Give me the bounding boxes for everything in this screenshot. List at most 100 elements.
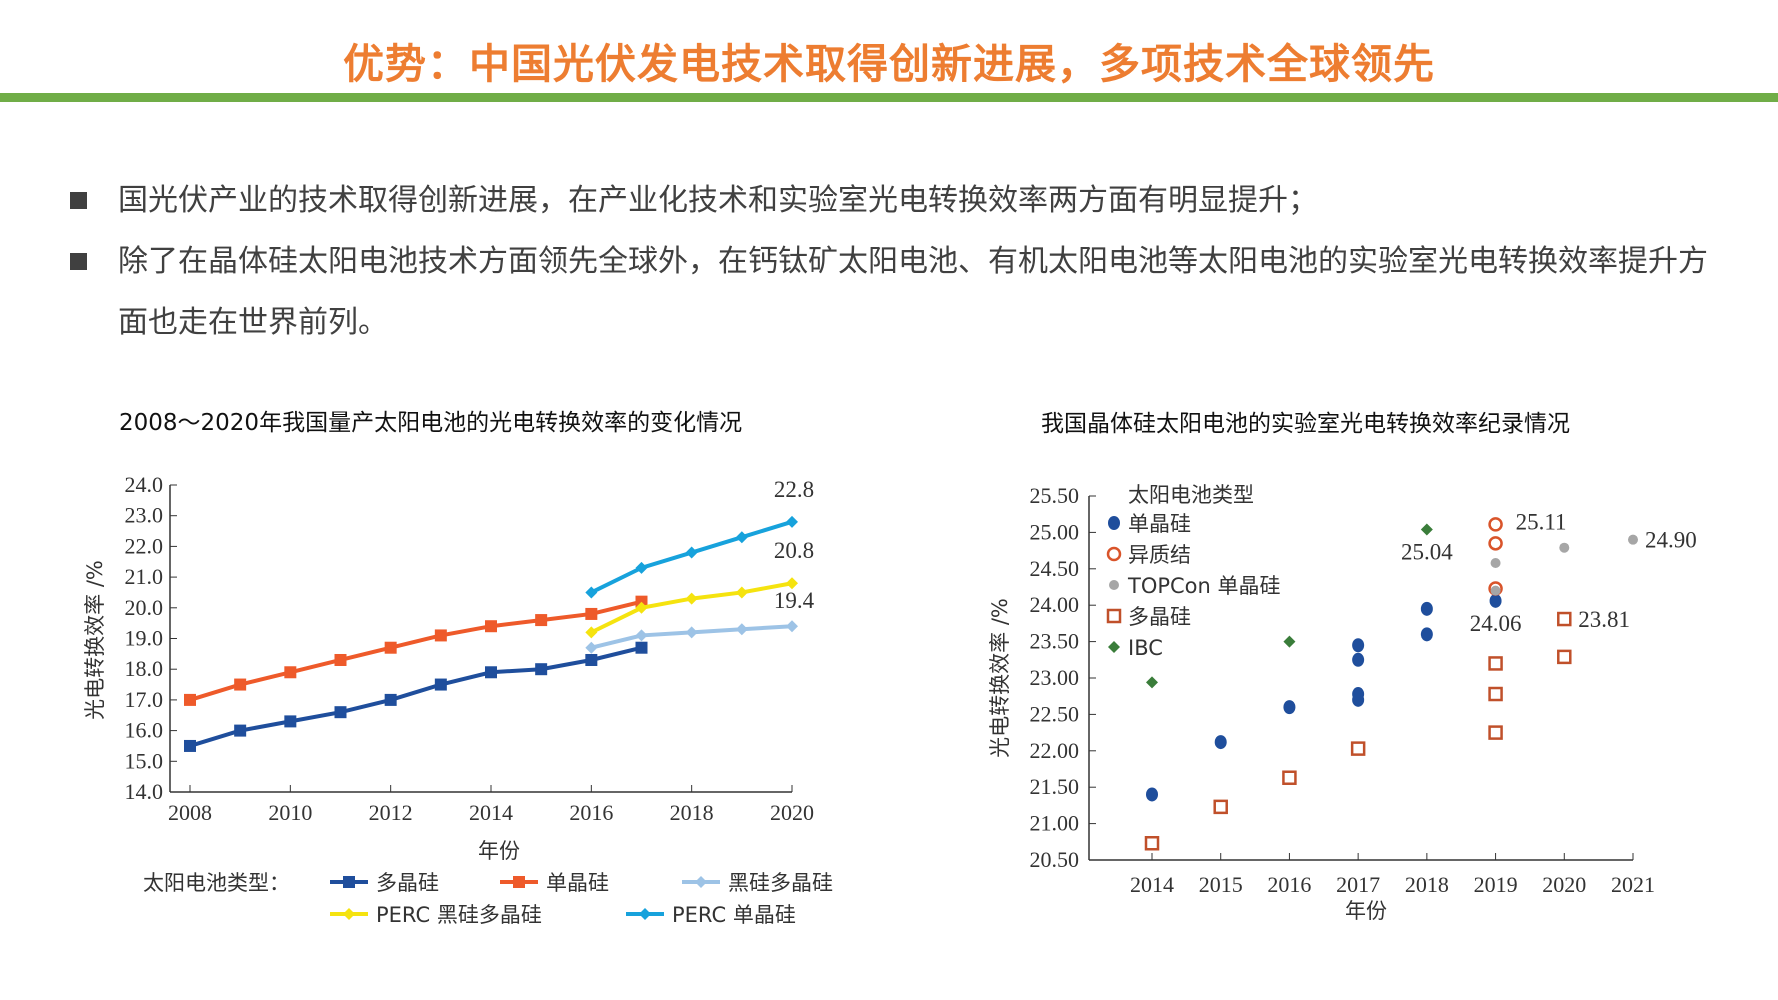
- data-point: [1352, 652, 1365, 667]
- data-point: [1557, 649, 1572, 665]
- legend-label: 黑硅多晶硅: [728, 871, 833, 895]
- data-point: [535, 614, 548, 627]
- data-point: [1146, 787, 1158, 802]
- y-tick-label: 20.0: [125, 595, 164, 620]
- legend-marker: [1106, 608, 1122, 624]
- data-point: [1283, 635, 1296, 648]
- line-chart: 2008～2020年我国量产太阳电池的光电转换效率的变化情况 光电转换效率 /%…: [83, 410, 833, 927]
- y-tick-label: 23.00: [1030, 665, 1080, 690]
- y-tick-label: 25.50: [1030, 483, 1080, 508]
- legend-title: 太阳电池类型: [1128, 483, 1254, 507]
- data-point: [1420, 523, 1433, 536]
- data-point: [1420, 627, 1433, 642]
- legend-marker: [513, 876, 525, 888]
- bullet-square-icon: [70, 253, 87, 270]
- bullet-list: 国光伏产业的技术取得创新进展，在产业化技术和实验室光电转换效率两方面有明显提升；…: [70, 170, 1720, 353]
- legend-marker: [1108, 516, 1120, 530]
- data-label: 24.90: [1645, 528, 1697, 553]
- data-point: [786, 620, 798, 633]
- bullet-item: 除了在晶体硅太阳电池技术方面领先全球外，在钙钛矿太阳电池、有机太阳电池等太阳电池…: [70, 231, 1720, 353]
- data-point: [1488, 725, 1503, 740]
- legend-label: 异质结: [1128, 543, 1191, 567]
- data-point: [735, 531, 748, 544]
- y-tick-label: 22.50: [1030, 701, 1080, 726]
- x-tick-label: 2020: [1542, 872, 1586, 897]
- x-tick-label: 2019: [1474, 872, 1518, 897]
- legend-marker: [1108, 641, 1120, 653]
- legend-label: TOPCon 单晶硅: [1127, 574, 1281, 598]
- title-divider: [0, 93, 1778, 102]
- y-tick-label: 16.0: [125, 718, 164, 743]
- data-point: [1628, 534, 1638, 545]
- data-point: [1144, 836, 1160, 851]
- x-tick-label: 2014: [469, 800, 513, 825]
- data-point: [1488, 656, 1503, 671]
- data-point: [735, 623, 748, 636]
- legend-marker: [343, 876, 355, 888]
- x-tick-label: 2016: [569, 800, 613, 825]
- data-point: [685, 592, 698, 605]
- x-tick-label: 2015: [1199, 872, 1243, 897]
- data-point: [485, 620, 497, 633]
- legend-label: IBC: [1128, 636, 1163, 660]
- data-point: [334, 706, 347, 719]
- bullet-text: 国光伏产业的技术取得创新进展，在产业化技术和实验室光电转换效率两方面有明显提升；: [118, 183, 1318, 218]
- data-point: [585, 653, 598, 666]
- legend-label: 单晶硅: [546, 871, 609, 895]
- data-point: [635, 629, 648, 642]
- legend-label: 单晶硅: [1128, 512, 1191, 536]
- y-axis-label: 光电转换效率 /%: [988, 598, 1012, 758]
- chart-title: 2008～2020年我国量产太阳电池的光电转换效率的变化情况: [119, 410, 742, 436]
- scatter-chart: 我国晶体硅太阳电池的实验室光电转换效率纪录情况 光电转换效率 /% 年份 太阳电…: [988, 411, 1697, 923]
- data-point: [685, 546, 698, 559]
- data-point: [735, 586, 748, 599]
- data-point: [1214, 735, 1227, 750]
- x-tick-label: 2012: [369, 800, 413, 825]
- x-tick-label: 2021: [1611, 872, 1655, 897]
- data-point: [1282, 770, 1297, 785]
- data-point: [1283, 700, 1296, 715]
- data-label: 25.11: [1516, 509, 1567, 534]
- legend-label: PERC 黑硅多晶硅: [376, 903, 542, 927]
- data-point: [1557, 611, 1572, 627]
- bullet-item: 国光伏产业的技术取得创新进展，在产业化技术和实验室光电转换效率两方面有明显提升；: [70, 170, 1720, 231]
- data-point: [1488, 536, 1503, 551]
- data-point: [585, 586, 598, 599]
- y-tick-label: 25.00: [1030, 519, 1080, 544]
- legend-marker: [695, 876, 707, 888]
- y-tick-label: 24.0: [125, 472, 164, 497]
- data-point: [284, 715, 297, 728]
- legend-label: 多晶硅: [376, 871, 439, 895]
- bullet-text: 除了在晶体硅太阳电池技术方面领先全球外，在钙钛矿太阳电池、有机太阳电池等太阳电池…: [118, 244, 1708, 340]
- data-point: [1213, 799, 1228, 815]
- data-point: [1490, 557, 1501, 568]
- data-point: [434, 629, 447, 642]
- y-tick-label: 17.0: [125, 687, 164, 712]
- legend-marker: [343, 908, 355, 920]
- y-tick-label: 19.0: [125, 626, 164, 651]
- data-label: 20.8: [774, 538, 814, 563]
- x-axis-label: 年份: [478, 839, 520, 863]
- y-tick-label: 21.50: [1030, 774, 1080, 799]
- data-point: [384, 693, 397, 706]
- data-point: [384, 641, 397, 654]
- data-point: [1352, 638, 1365, 653]
- data-point: [1559, 542, 1570, 553]
- y-tick-label: 23.50: [1030, 629, 1080, 654]
- y-tick-label: 23.0: [125, 503, 164, 528]
- data-point: [1350, 741, 1366, 756]
- data-label: 23.81: [1578, 607, 1630, 632]
- y-tick-label: 24.00: [1030, 592, 1080, 617]
- y-tick-label: 21.0: [125, 564, 164, 589]
- x-tick-label: 2017: [1336, 872, 1380, 897]
- data-label: 24.06: [1470, 611, 1522, 636]
- data-point: [585, 641, 598, 654]
- data-point: [1488, 517, 1503, 532]
- data-point: [786, 515, 798, 528]
- legend-marker: [1109, 580, 1119, 590]
- y-tick-label: 18.0: [125, 656, 164, 681]
- y-tick-label: 20.50: [1030, 847, 1080, 872]
- series-line: [189, 645, 642, 748]
- data-point: [585, 607, 598, 620]
- data-point: [284, 666, 297, 679]
